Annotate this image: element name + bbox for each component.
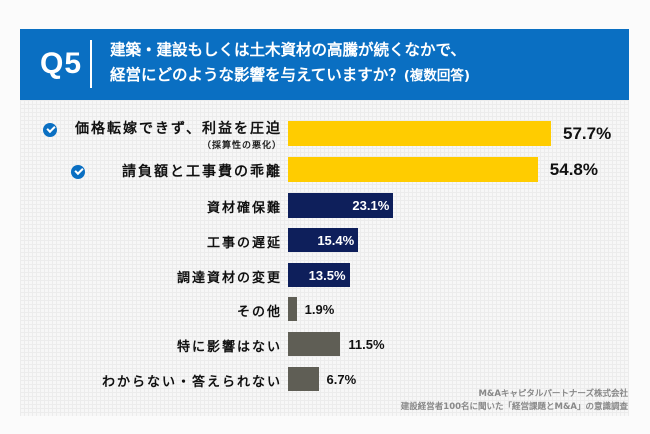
- question-line-1: 建築・建設もしくは土木資材の高騰が続くなかで、: [110, 41, 466, 59]
- category-label: 工事の遅延: [206, 236, 282, 251]
- question-header: Q5 建築・建設もしくは土木資材の高騰が続くなかで、 経営にどのような影響を与え…: [20, 29, 629, 100]
- bar: [288, 332, 341, 356]
- category-label: その他: [236, 305, 282, 320]
- bar: [288, 367, 319, 391]
- source-survey: 建設経営者100名に聞いた「経営課題とM&A」の意識調査: [400, 402, 628, 412]
- value-label: 1.9%: [304, 302, 335, 317]
- bar: [288, 297, 297, 321]
- bar: [288, 263, 350, 287]
- question-suffix: (複数回答): [403, 68, 471, 84]
- category-label: 価格転嫁できず、利益を圧迫: [74, 121, 282, 137]
- value-label: 11.5%: [348, 337, 385, 352]
- question-line-2: 経営にどのような影響を与えていますか？(複数回答): [110, 63, 470, 89]
- category-label: わからない・答えられない: [101, 375, 282, 390]
- value-label: 13.5%: [308, 268, 346, 283]
- source-company: M&Aキャピタルパートナーズ株式会社: [478, 389, 628, 399]
- value-label: 23.1%: [352, 198, 390, 213]
- category-label: 調達資材の変更: [176, 271, 282, 286]
- bar: [288, 193, 394, 218]
- category-label: 請負額と工事費の乖離: [122, 164, 282, 180]
- value-label: 15.4%: [317, 233, 355, 248]
- category-label: 特に影響はない: [176, 340, 282, 355]
- chart-panel: [20, 100, 629, 416]
- question-number: Q5: [40, 47, 83, 80]
- bar: [288, 228, 359, 252]
- header-divider: [90, 40, 92, 88]
- check-circle-icon: [71, 165, 85, 179]
- check-circle-icon: [43, 123, 57, 137]
- value-label: 57.7%: [563, 124, 612, 143]
- bar: [288, 157, 538, 182]
- value-label: 54.8%: [549, 160, 598, 179]
- category-sublabel: （採算性の悪化）: [201, 141, 282, 151]
- value-label: 6.7%: [326, 372, 357, 387]
- category-label: 資材確保難: [206, 201, 282, 216]
- bar: [288, 121, 551, 146]
- question-line-2-main: 経営にどのような影響を与えていますか？: [110, 66, 404, 84]
- source-credit: M&Aキャピタルパートナーズ株式会社 建設経営者100名に聞いた「経営課題とM&…: [401, 388, 628, 414]
- question-text: 建築・建設もしくは土木資材の高騰が続くなかで、 経営にどのような影響を与えていま…: [110, 38, 470, 89]
